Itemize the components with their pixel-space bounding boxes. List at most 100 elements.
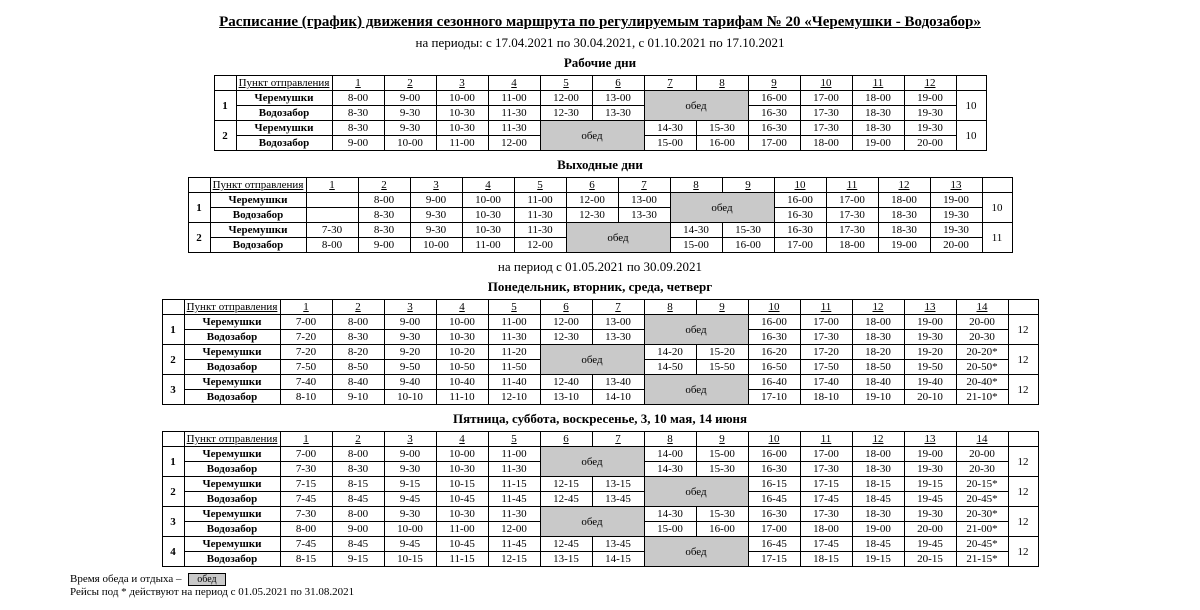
time-cell: 19-45: [904, 537, 956, 552]
time-cell: 18-30: [878, 208, 930, 223]
time-cell: 20-30*: [956, 507, 1008, 522]
time-cell: 11-30: [488, 121, 540, 136]
header-blank: [188, 178, 210, 193]
time-cell: 14-20: [644, 345, 696, 360]
table-mon-thu: Пункт отправления12345678910111213141Чер…: [10, 299, 1190, 405]
time-cell: 17-30: [800, 507, 852, 522]
time-cell: 7-30: [280, 462, 332, 477]
time-cell: 10-50: [436, 360, 488, 375]
time-cell: 19-50: [904, 360, 956, 375]
time-cell: 12-00: [540, 315, 592, 330]
time-cell: 17-30: [800, 462, 852, 477]
time-cell: 21-15*: [956, 552, 1008, 567]
time-cell: 8-30: [332, 330, 384, 345]
time-cell: 20-30: [956, 330, 1008, 345]
time-cell: 19-00: [904, 91, 956, 106]
header-last: [1008, 432, 1038, 447]
time-cell: 20-10: [904, 390, 956, 405]
time-cell: 15-00: [670, 238, 722, 253]
time-cell: 17-00: [748, 136, 800, 151]
header-col: 4: [462, 178, 514, 193]
time-cell: 13-30: [592, 106, 644, 121]
time-cell: 10-40: [436, 375, 488, 390]
header-col: 7: [592, 432, 644, 447]
time-cell: 16-20: [748, 345, 800, 360]
time-cell: 8-00: [332, 91, 384, 106]
time-cell: 11-30: [488, 462, 540, 477]
time-cell: 8-30: [332, 462, 384, 477]
time-cell: 17-00: [800, 315, 852, 330]
time-cell: 8-00: [332, 315, 384, 330]
time-cell: 11-30: [514, 208, 566, 223]
time-cell: 14-00: [644, 447, 696, 462]
time-cell: 20-00: [956, 315, 1008, 330]
time-cell: 10-20: [436, 345, 488, 360]
time-cell: 8-45: [332, 537, 384, 552]
time-cell: 16-15: [748, 477, 800, 492]
legend-asterisk: Рейсы под * действуют на период с 01.05.…: [70, 586, 354, 598]
lunch-cell: обед: [670, 193, 774, 223]
time-cell: 8-30: [358, 208, 410, 223]
time-cell: 15-50: [696, 360, 748, 375]
time-cell: 11-00: [488, 447, 540, 462]
time-cell: 9-30: [384, 507, 436, 522]
lunch-cell: обед: [644, 375, 748, 405]
header-col: 1: [306, 178, 358, 193]
header-last: [982, 178, 1012, 193]
group-index: 1: [162, 315, 184, 345]
time-cell: 20-00: [930, 238, 982, 253]
header-col: 8: [644, 300, 696, 315]
header-col: 7: [592, 300, 644, 315]
time-cell: 7-20: [280, 345, 332, 360]
time-cell: 13-45: [592, 492, 644, 507]
time-cell: 10-00: [410, 238, 462, 253]
time-cell: 16-45: [748, 537, 800, 552]
departure-point: Черемушки: [210, 193, 306, 208]
time-cell: 18-00: [878, 193, 930, 208]
time-cell: 18-30: [852, 462, 904, 477]
time-cell: 9-50: [384, 360, 436, 375]
time-cell: 18-45: [852, 492, 904, 507]
header-col: 4: [436, 300, 488, 315]
time-cell: 19-20: [904, 345, 956, 360]
time-cell: 15-30: [722, 223, 774, 238]
time-cell: 19-00: [904, 315, 956, 330]
time-cell: 15-20: [696, 345, 748, 360]
time-cell: 16-45: [748, 492, 800, 507]
lunch-cell: обед: [644, 477, 748, 507]
time-cell: 17-00: [800, 91, 852, 106]
time-cell: 19-30: [930, 208, 982, 223]
departure-point: Водозабор: [184, 330, 280, 345]
time-cell: 13-30: [618, 208, 670, 223]
time-cell: 11-30: [488, 106, 540, 121]
time-cell: 13-40: [592, 375, 644, 390]
time-cell: 8-15: [332, 477, 384, 492]
time-cell: 8-00: [358, 193, 410, 208]
time-cell: 19-00: [852, 136, 904, 151]
row-count: 12: [1008, 447, 1038, 477]
time-cell: 11-15: [436, 552, 488, 567]
time-cell: 19-00: [904, 447, 956, 462]
time-cell: 10-00: [436, 447, 488, 462]
time-cell: 7-00: [280, 315, 332, 330]
time-cell: 11-40: [488, 375, 540, 390]
time-cell: 17-00: [748, 522, 800, 537]
time-cell: 17-30: [826, 208, 878, 223]
header-col: 8: [696, 76, 748, 91]
header-col: 5: [488, 432, 540, 447]
table-weekend: Пункт отправления123456789101112131Черем…: [10, 177, 1190, 253]
header-col: 7: [618, 178, 670, 193]
header-col: 3: [384, 300, 436, 315]
time-cell: 7-15: [280, 477, 332, 492]
time-cell: 18-45: [852, 537, 904, 552]
time-cell: 8-00: [332, 447, 384, 462]
time-cell: 9-30: [410, 223, 462, 238]
time-cell: 16-30: [748, 121, 800, 136]
time-cell: 7-30: [280, 507, 332, 522]
legend-lunch-box: обед: [188, 573, 225, 586]
time-cell: 11-00: [462, 238, 514, 253]
departure-point: Черемушки: [236, 91, 332, 106]
group-index: 3: [162, 507, 184, 537]
time-cell: 20-00: [956, 447, 1008, 462]
time-cell: 20-40*: [956, 375, 1008, 390]
